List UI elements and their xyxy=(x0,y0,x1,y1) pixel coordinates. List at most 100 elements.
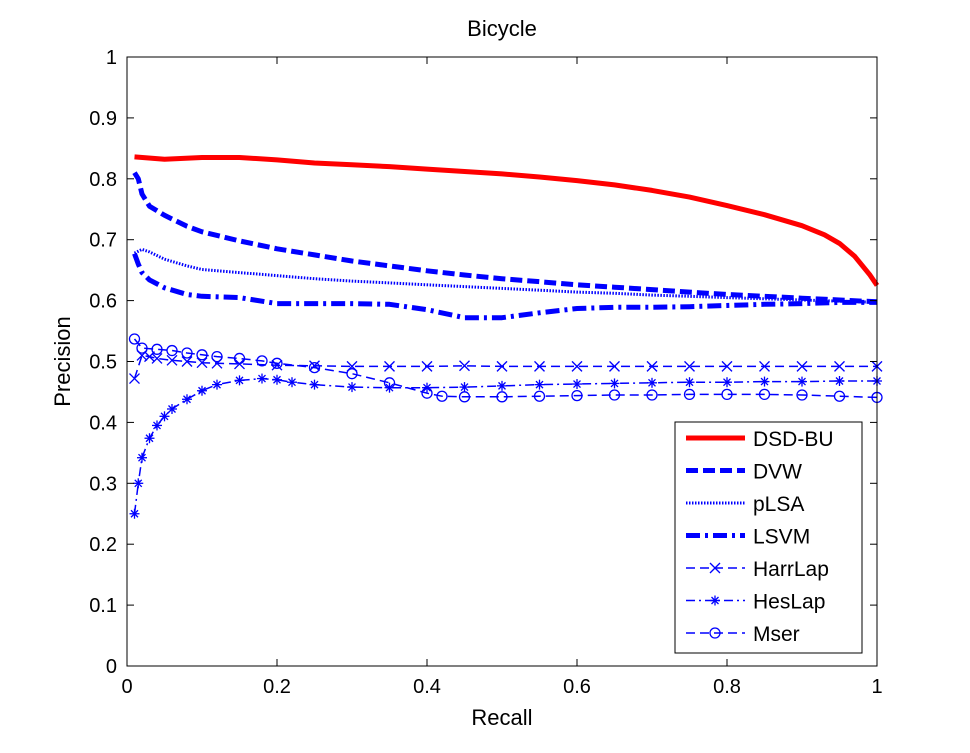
data-point-harrlap xyxy=(459,360,470,372)
x-axis-label: Recall xyxy=(471,705,532,730)
data-point-harrlap xyxy=(646,360,658,372)
legend-entry-heslap: HesLap xyxy=(686,591,825,614)
series-dvw xyxy=(132,171,878,305)
legend-label: DVW xyxy=(753,461,802,484)
legend-entry-plsa: pLSA xyxy=(686,493,804,516)
legend-label: LSVM xyxy=(753,526,810,549)
data-point-harrlap xyxy=(129,373,140,385)
data-point-harrlap xyxy=(271,359,283,371)
series-dsd-bu xyxy=(134,154,880,287)
data-point-mser xyxy=(833,390,846,402)
data-point-mser xyxy=(421,387,433,399)
y-tick-label: 0.1 xyxy=(89,595,117,617)
data-point-mser xyxy=(271,357,283,369)
data-point-heslap xyxy=(309,379,320,390)
data-point-mser xyxy=(151,343,163,355)
data-point-mser xyxy=(136,342,148,354)
legend: DSD-BU DVW pLSA LSVM HarrLap HesLap Mser xyxy=(674,421,863,654)
y-tick-label: 0.8 xyxy=(89,169,117,191)
y-tick-label: 0.3 xyxy=(89,473,117,495)
legend-marker xyxy=(709,562,721,574)
legend-marker xyxy=(709,627,721,639)
series-heslap xyxy=(129,373,882,519)
data-point-heslap xyxy=(722,377,732,388)
data-point-mser xyxy=(608,389,621,401)
data-point-heslap xyxy=(159,411,170,422)
data-point-mser xyxy=(533,390,546,402)
data-point-harrlap xyxy=(534,360,545,372)
tick-layer: 0 0.2 0.4 0.6 0.8 1 0 0.1 0.2 0.3 0.4 0.5 0.6 0.7 0.8 0… xyxy=(89,47,882,698)
data-point-heslap xyxy=(534,379,545,390)
data-point-heslap xyxy=(182,394,192,405)
y-tick-label: 0 xyxy=(106,656,117,678)
legend-marker xyxy=(710,595,720,606)
legend-label: HesLap xyxy=(753,591,825,614)
data-point-harrlap xyxy=(144,351,155,363)
series-line-dsd-bu xyxy=(134,154,880,287)
legend-label: pLSA xyxy=(753,493,804,516)
data-point-harrlap xyxy=(571,360,583,372)
data-point-heslap xyxy=(647,377,657,388)
legend-entry-dsd-bu: DSD-BU xyxy=(686,428,834,451)
data-point-heslap xyxy=(137,452,147,463)
data-point-heslap xyxy=(684,377,695,388)
data-point-mser xyxy=(346,368,358,380)
data-point-heslap xyxy=(609,378,620,389)
data-point-heslap xyxy=(152,420,162,431)
data-point-heslap xyxy=(197,385,207,396)
data-point-harrlap xyxy=(196,357,208,369)
x-tick-label: 0.8 xyxy=(713,676,741,698)
data-point-harrlap xyxy=(721,360,733,372)
data-point-mser xyxy=(458,391,471,403)
data-point-mser xyxy=(758,388,771,401)
data-point-mser xyxy=(796,389,808,401)
data-point-mser xyxy=(128,333,141,345)
data-point-heslap xyxy=(497,380,507,391)
y-tick-label: 1 xyxy=(106,47,117,69)
data-point-harrlap xyxy=(496,360,508,372)
data-point-mser xyxy=(211,350,223,363)
series-line-plsa xyxy=(133,247,878,304)
data-point-mser xyxy=(571,389,583,402)
series-line-harrlap xyxy=(133,354,877,379)
data-point-mser xyxy=(308,361,321,374)
chart-title: Bicycle xyxy=(467,16,537,41)
y-tick-label: 0.5 xyxy=(89,352,117,374)
x-tick-label: 0.6 xyxy=(563,676,591,698)
data-point-mser xyxy=(683,388,696,401)
data-point-harrlap xyxy=(166,354,178,366)
data-point-mser xyxy=(496,391,508,403)
data-point-mser xyxy=(196,349,208,361)
legend-entry-mser: Mser xyxy=(686,623,800,646)
data-point-heslap xyxy=(167,404,177,415)
data-point-mser xyxy=(436,390,448,402)
series-plsa xyxy=(133,247,878,304)
data-point-harrlap xyxy=(609,360,620,372)
legend-entry-lsvm: LSVM xyxy=(686,526,810,549)
data-point-heslap xyxy=(572,379,582,390)
data-point-mser xyxy=(166,344,178,357)
data-point-harrlap xyxy=(421,360,433,372)
data-point-harrlap xyxy=(759,360,770,372)
data-point-heslap xyxy=(287,377,297,388)
data-point-heslap xyxy=(459,382,470,393)
data-point-heslap xyxy=(144,433,155,444)
data-point-heslap xyxy=(212,379,222,390)
data-point-heslap xyxy=(234,375,245,386)
y-tick-label: 0.4 xyxy=(89,412,117,434)
series-line-lsvm xyxy=(132,252,877,321)
data-point-heslap xyxy=(257,373,267,384)
legend-label: DSD-BU xyxy=(753,428,834,451)
x-tick-label: 1 xyxy=(871,676,882,698)
data-point-mser xyxy=(256,355,268,367)
data-point-harrlap xyxy=(309,360,320,372)
x-tick-label: 0.2 xyxy=(263,676,291,698)
data-point-mser xyxy=(383,377,396,389)
series-layer xyxy=(128,154,883,519)
x-tick-label: 0.4 xyxy=(413,676,441,698)
data-point-harrlap xyxy=(181,356,193,367)
data-point-mser xyxy=(181,347,193,359)
data-point-heslap xyxy=(759,376,770,387)
